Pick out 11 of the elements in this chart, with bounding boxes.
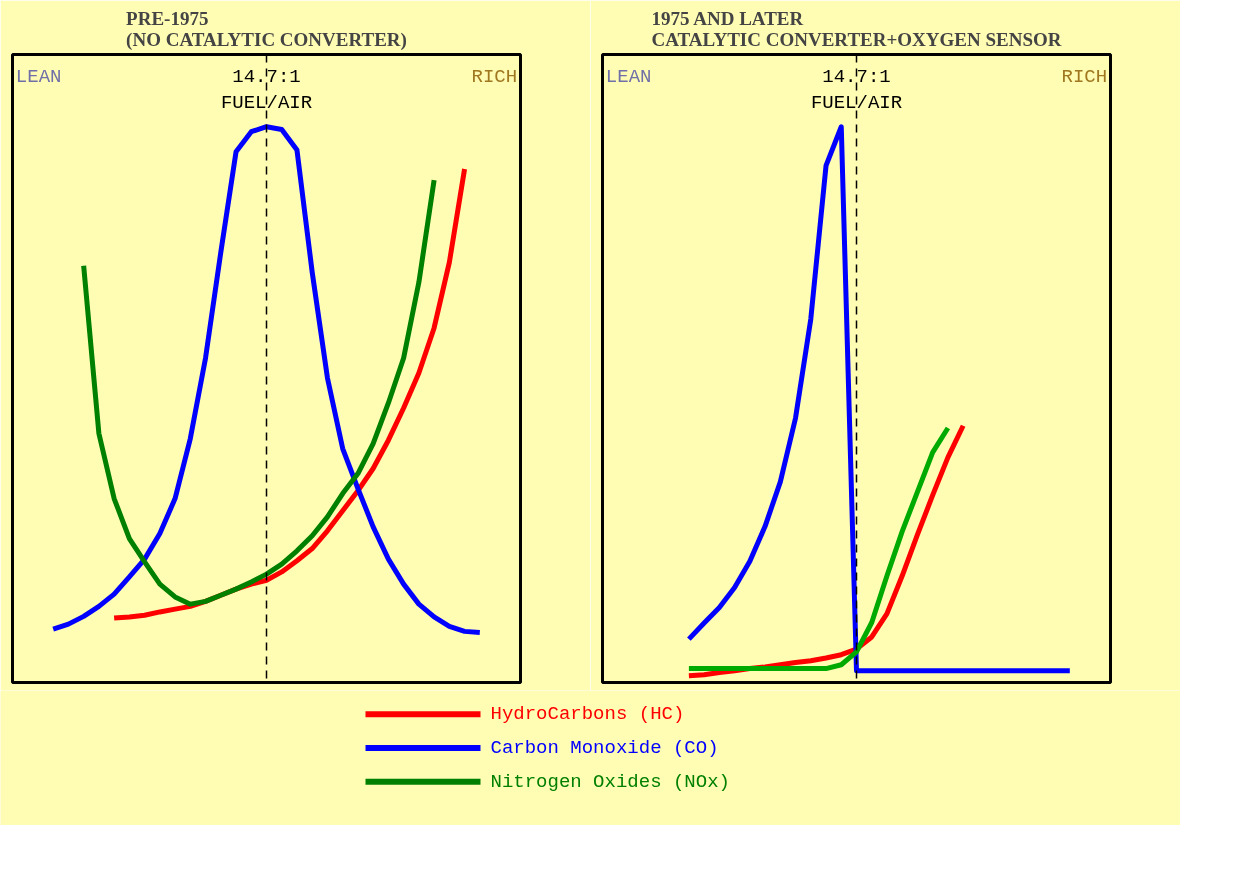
text: RICH (471, 65, 518, 88)
text: Nitrogen Oxides (NOx) (490, 770, 730, 793)
chart-title: PRE-1975 (NO CATALYTIC CONVERTER) (126, 7, 407, 51)
text: 14.7:1 FUEL/AIR (810, 65, 903, 115)
text: RICH (1061, 65, 1108, 88)
text: Carbon Monoxide (CO) (490, 736, 719, 759)
chart-title: 1975 AND LATER CATALYTIC CONVERTER+OXYGEN SENSOR (651, 7, 1062, 50)
text: 14.7:1 FUEL/AIR (220, 65, 313, 115)
text: HydroCarbons (HC) (490, 703, 685, 726)
text: LEAN (15, 65, 62, 88)
text: LEAN (605, 65, 652, 88)
